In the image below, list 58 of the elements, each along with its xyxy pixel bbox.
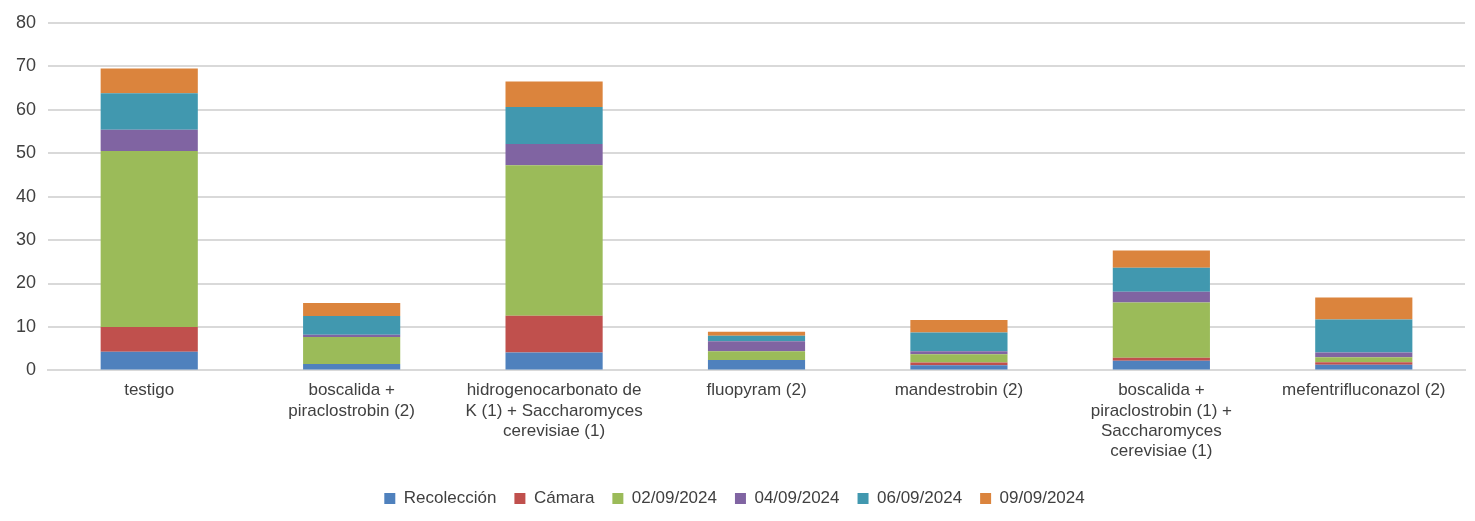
bar [1112,267,1210,292]
y-tick-label: 10 [15,315,37,336]
legend-label: 04/09/2024 [754,488,840,508]
x-tick-label: hidrogenocarbonato de K (1) + Saccharomyces cerevisiae (1) [465,380,643,441]
bar [303,363,401,370]
bar [1315,319,1413,353]
bar [505,352,603,370]
bar [1315,362,1413,365]
bar [910,365,1008,370]
bar [505,315,603,353]
bar [303,316,401,335]
bar [910,351,1008,355]
x-tick-label: fluopyram (2) [706,380,807,400]
bar [100,326,198,352]
bar [505,81,603,108]
bar [505,165,603,316]
legend-label: 02/09/2024 [631,488,717,508]
bar [505,107,603,145]
bar [1112,357,1210,361]
x-tick-label: testigo [124,380,175,400]
bar [100,351,198,370]
legend-label: Recolección [403,488,497,508]
bar [707,351,806,360]
legend-label: 06/09/2024 [877,488,963,508]
x-tick-label: mandestrobin (2) [894,380,1024,400]
x-tick-label: boscalida + piraclostrobin (1) + Saccharomyces cerevisiae (1) [1090,380,1233,461]
x-tick-label: boscalida + piraclostrobin (2) [288,380,415,420]
y-tick-label: 30 [15,229,37,250]
bar [505,144,603,166]
bar [1112,360,1210,370]
bar [303,336,401,364]
bar [1112,250,1210,268]
bar [1315,297,1413,320]
bar [910,332,1008,352]
y-tick-label: 80 [15,11,37,32]
bar [100,68,198,94]
y-tick-label: 50 [15,142,37,163]
bar [100,93,198,130]
y-tick-label: 0 [26,359,37,380]
bar [1112,291,1210,303]
bar [1112,302,1210,358]
bar [100,150,198,327]
bar [707,331,806,336]
bar [1315,357,1413,363]
y-tick-label: 20 [15,272,37,293]
bar [100,129,198,151]
bar [303,334,401,337]
y-tick-label: 40 [15,185,37,206]
legend-label: Cámara [533,488,595,508]
legend-label: 09/09/2024 [999,488,1085,508]
x-tick-label: mefentrifluconazol (2) [1282,380,1446,400]
y-tick-label: 60 [15,98,37,119]
bar [707,341,806,352]
y-tick-label: 70 [15,55,37,76]
bar [303,303,401,317]
bar [910,354,1008,363]
bar [707,359,806,370]
bar [910,320,1008,333]
